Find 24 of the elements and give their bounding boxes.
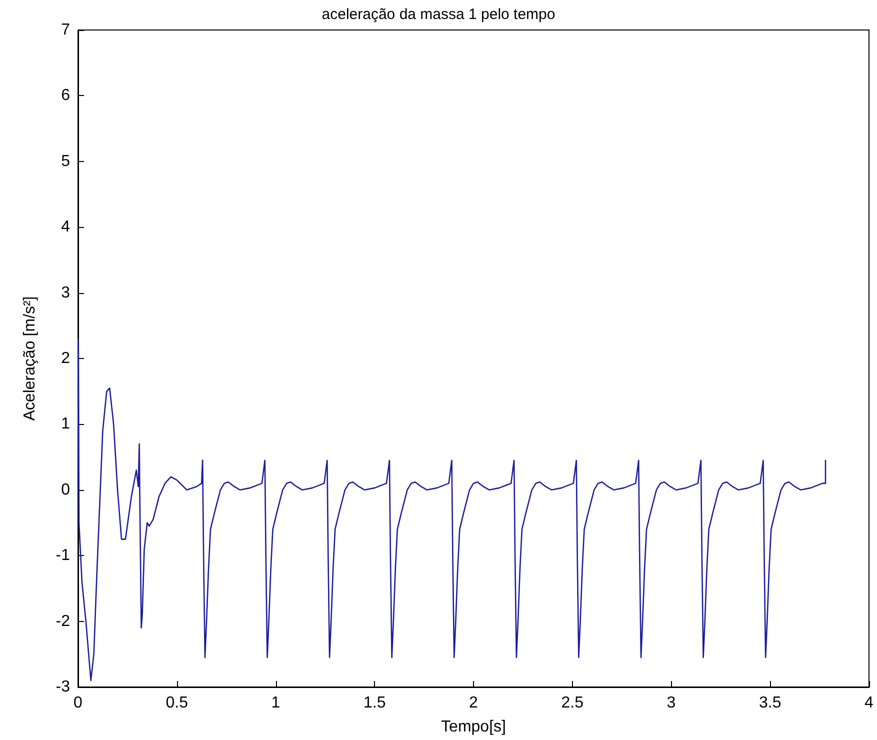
x-tick-label: 3.5 [759, 694, 782, 712]
x-tick-label: 3 [666, 694, 676, 712]
y-tick-label: 2 [61, 350, 70, 367]
x-tick-label: 1.5 [364, 694, 386, 712]
y-tick-label: 4 [61, 218, 70, 236]
y-tick-label: 0 [61, 481, 70, 498]
y-tick-label: 1 [61, 416, 70, 433]
x-tick-label: 2 [469, 694, 478, 712]
y-axis-title: Aceleração [m/s²] [22, 296, 38, 421]
line-series [77, 338, 826, 682]
y-tick-label: 7 [61, 22, 70, 38]
y-tick-label: -1 [56, 547, 70, 564]
x-tick-label: 1 [271, 694, 280, 712]
x-tick-label: 4 [864, 694, 874, 712]
x-axis-title: Tempo[s] [441, 718, 506, 736]
x-tick-label: 0 [74, 694, 83, 712]
y-tick-label: 6 [61, 87, 70, 104]
chart-title: aceleração da massa 1 pelo tempo [322, 6, 556, 23]
y-tick-label: 5 [61, 152, 70, 170]
x-tick-label: 0.5 [166, 694, 188, 712]
y-tick-label: 3 [61, 284, 70, 302]
y-tick-label: -2 [56, 612, 70, 630]
y-tick-label: -3 [56, 678, 70, 696]
x-tick-label: 2.5 [561, 694, 584, 712]
